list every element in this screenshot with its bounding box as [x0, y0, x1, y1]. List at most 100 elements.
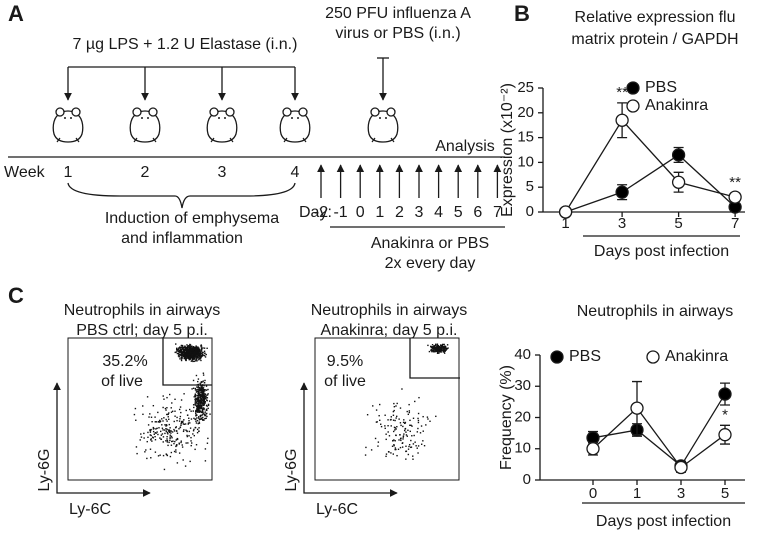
event-dot [202, 347, 204, 349]
event-dot [161, 418, 163, 420]
event-dot [393, 402, 395, 405]
event-dot [439, 348, 441, 350]
event-dot [204, 396, 206, 399]
event-dot [185, 409, 187, 412]
event-dot [172, 440, 174, 442]
event-dot [412, 455, 414, 457]
event-dot [200, 397, 202, 400]
event-dot [180, 422, 183, 424]
gate-label: 35.2% [102, 353, 147, 370]
event-dot [202, 402, 204, 404]
x-tick-label: 0 [589, 485, 597, 502]
event-dot [143, 437, 145, 439]
event-dot [204, 417, 206, 420]
event-dot [191, 359, 193, 362]
event-dot [388, 451, 390, 453]
y-axis-label: Frequency (%) [498, 365, 515, 470]
event-dot [393, 439, 395, 441]
significance: ** [616, 84, 628, 101]
event-dot [194, 389, 197, 391]
event-dot [394, 419, 396, 422]
event-dot [183, 349, 186, 351]
event-dot [160, 434, 163, 436]
event-dot [393, 405, 396, 408]
event-dot [196, 397, 198, 400]
event-dot [194, 404, 196, 406]
event-dot [207, 393, 209, 395]
event-dot [422, 415, 424, 418]
event-dot [174, 440, 176, 443]
event-dot [166, 420, 168, 422]
event-dot [196, 360, 198, 362]
point [718, 428, 732, 442]
event-dot [186, 355, 188, 358]
event-dot [442, 346, 445, 349]
event-dot [189, 355, 192, 358]
event-dot [166, 441, 169, 443]
event-dot [168, 430, 170, 432]
event-dot [175, 426, 178, 428]
event-dot [191, 350, 193, 352]
event-dot [149, 413, 151, 415]
event-dot [400, 424, 402, 427]
event-dot [179, 426, 182, 428]
event-dot [438, 347, 440, 350]
event-dot [165, 427, 167, 430]
event-dot [196, 394, 198, 397]
event-dot [200, 407, 202, 410]
event-dot [445, 349, 447, 351]
event-dot [190, 436, 192, 439]
event-dot [175, 445, 177, 448]
event-dot [194, 426, 196, 429]
event-dot [199, 388, 202, 391]
event-dot [195, 357, 197, 359]
event-dot [206, 412, 208, 415]
event-dot [209, 400, 211, 402]
event-dot [194, 395, 197, 398]
event-dot [176, 438, 179, 440]
event-dot [190, 410, 192, 412]
event-dot [203, 413, 206, 416]
event-dot [192, 346, 195, 348]
event-dot [197, 380, 199, 383]
event-dot [201, 402, 203, 405]
event-dot [205, 417, 207, 420]
event-dot [171, 440, 173, 443]
event-dot [440, 345, 443, 347]
event-dot [444, 349, 446, 351]
event-dot [194, 355, 197, 357]
event-dot [436, 343, 439, 345]
event-dot [395, 405, 397, 407]
event-dot [411, 435, 413, 437]
event-dot [205, 404, 208, 407]
event-dot [375, 409, 378, 411]
event-dot [406, 410, 408, 413]
event-dot [150, 428, 152, 431]
event-dot [199, 414, 202, 417]
event-dot [180, 424, 182, 427]
event-dot [198, 392, 200, 395]
event-dot [366, 414, 369, 416]
event-dot [435, 350, 437, 353]
event-dot [201, 385, 203, 387]
event-dot [159, 454, 161, 456]
schedule: 7 µg LPS + 1.2 U Elastase (i.n.) 250 PFU… [4, 5, 505, 272]
event-dot [437, 349, 440, 351]
event-dot [178, 356, 180, 358]
event-dot [201, 348, 203, 350]
event-dot [193, 406, 195, 409]
week-number: 1 [64, 164, 73, 181]
event-dot [196, 401, 198, 403]
legend-marker [626, 81, 640, 95]
event-dot [197, 348, 200, 350]
treatment-label: 2x every day [385, 255, 476, 272]
event-dot [406, 435, 409, 437]
event-dot [443, 349, 445, 351]
event-dot [144, 451, 146, 453]
event-dot [203, 392, 205, 395]
day-number: 5 [454, 204, 463, 221]
event-dot [413, 434, 415, 437]
event-dot [199, 402, 201, 405]
event-dot [200, 410, 202, 413]
event-dot [178, 347, 180, 349]
